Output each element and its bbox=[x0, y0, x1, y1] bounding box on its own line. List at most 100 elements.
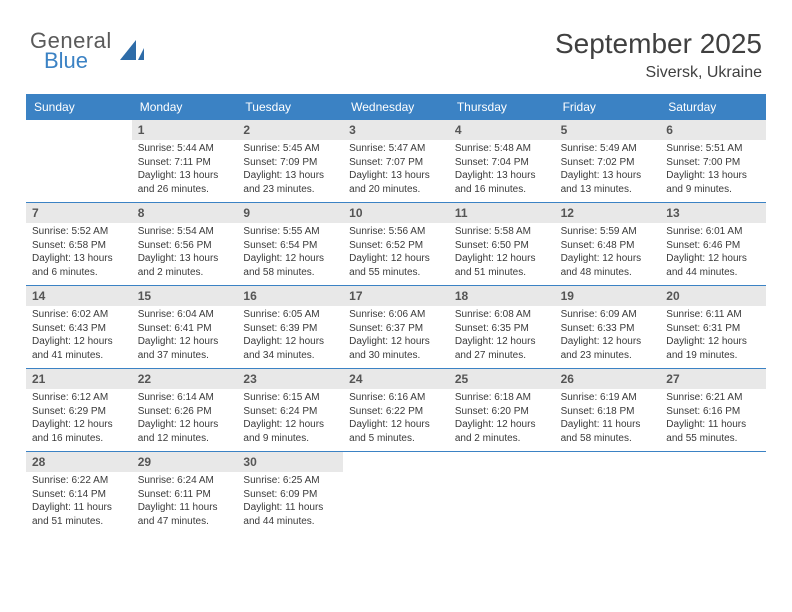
day-number: 26 bbox=[555, 369, 661, 389]
day-number bbox=[660, 452, 766, 472]
logo: General Blue bbox=[30, 28, 146, 74]
day-info: Sunrise: 6:12 AMSunset: 6:29 PMDaylight:… bbox=[26, 389, 132, 451]
day-cell: 13Sunrise: 6:01 AMSunset: 6:46 PMDayligh… bbox=[660, 203, 766, 285]
day-cell: 6Sunrise: 5:51 AMSunset: 7:00 PMDaylight… bbox=[660, 120, 766, 202]
day-number: 1 bbox=[132, 120, 238, 140]
day-cell: 30Sunrise: 6:25 AMSunset: 6:09 PMDayligh… bbox=[237, 452, 343, 534]
day-number: 8 bbox=[132, 203, 238, 223]
day-cell: 11Sunrise: 5:58 AMSunset: 6:50 PMDayligh… bbox=[449, 203, 555, 285]
header: General Blue September 2025 Siversk, Ukr… bbox=[0, 0, 792, 94]
day-number: 9 bbox=[237, 203, 343, 223]
day-number: 18 bbox=[449, 286, 555, 306]
day-cell: 24Sunrise: 6:16 AMSunset: 6:22 PMDayligh… bbox=[343, 369, 449, 451]
day-number: 6 bbox=[660, 120, 766, 140]
day-info: Sunrise: 5:49 AMSunset: 7:02 PMDaylight:… bbox=[555, 140, 661, 202]
weekday-monday: Monday bbox=[132, 94, 238, 120]
day-number: 30 bbox=[237, 452, 343, 472]
day-cell: 28Sunrise: 6:22 AMSunset: 6:14 PMDayligh… bbox=[26, 452, 132, 534]
day-number: 27 bbox=[660, 369, 766, 389]
location: Siversk, Ukraine bbox=[555, 64, 762, 82]
empty-cell bbox=[660, 452, 766, 534]
day-info: Sunrise: 6:15 AMSunset: 6:24 PMDaylight:… bbox=[237, 389, 343, 451]
day-number: 15 bbox=[132, 286, 238, 306]
day-info: Sunrise: 5:52 AMSunset: 6:58 PMDaylight:… bbox=[26, 223, 132, 285]
day-number: 3 bbox=[343, 120, 449, 140]
day-cell: 23Sunrise: 6:15 AMSunset: 6:24 PMDayligh… bbox=[237, 369, 343, 451]
weekday-wednesday: Wednesday bbox=[343, 94, 449, 120]
day-cell: 8Sunrise: 5:54 AMSunset: 6:56 PMDaylight… bbox=[132, 203, 238, 285]
day-cell: 18Sunrise: 6:08 AMSunset: 6:35 PMDayligh… bbox=[449, 286, 555, 368]
day-number: 24 bbox=[343, 369, 449, 389]
day-cell: 17Sunrise: 6:06 AMSunset: 6:37 PMDayligh… bbox=[343, 286, 449, 368]
week-row: 14Sunrise: 6:02 AMSunset: 6:43 PMDayligh… bbox=[26, 286, 766, 369]
weekday-header: SundayMondayTuesdayWednesdayThursdayFrid… bbox=[26, 94, 766, 120]
day-number: 25 bbox=[449, 369, 555, 389]
day-cell: 25Sunrise: 6:18 AMSunset: 6:20 PMDayligh… bbox=[449, 369, 555, 451]
day-cell: 2Sunrise: 5:45 AMSunset: 7:09 PMDaylight… bbox=[237, 120, 343, 202]
weekday-saturday: Saturday bbox=[660, 94, 766, 120]
day-cell: 20Sunrise: 6:11 AMSunset: 6:31 PMDayligh… bbox=[660, 286, 766, 368]
empty-cell bbox=[26, 120, 132, 202]
day-info: Sunrise: 6:24 AMSunset: 6:11 PMDaylight:… bbox=[132, 472, 238, 534]
day-info: Sunrise: 5:56 AMSunset: 6:52 PMDaylight:… bbox=[343, 223, 449, 285]
day-number: 23 bbox=[237, 369, 343, 389]
month-title: September 2025 bbox=[555, 28, 762, 60]
day-info: Sunrise: 6:16 AMSunset: 6:22 PMDaylight:… bbox=[343, 389, 449, 451]
week-row: 28Sunrise: 6:22 AMSunset: 6:14 PMDayligh… bbox=[26, 452, 766, 534]
weekday-tuesday: Tuesday bbox=[237, 94, 343, 120]
weekday-thursday: Thursday bbox=[449, 94, 555, 120]
day-number: 14 bbox=[26, 286, 132, 306]
day-cell: 27Sunrise: 6:21 AMSunset: 6:16 PMDayligh… bbox=[660, 369, 766, 451]
day-info: Sunrise: 5:54 AMSunset: 6:56 PMDaylight:… bbox=[132, 223, 238, 285]
weekday-friday: Friday bbox=[555, 94, 661, 120]
day-number bbox=[555, 452, 661, 472]
day-cell: 15Sunrise: 6:04 AMSunset: 6:41 PMDayligh… bbox=[132, 286, 238, 368]
day-number: 22 bbox=[132, 369, 238, 389]
day-info: Sunrise: 6:01 AMSunset: 6:46 PMDaylight:… bbox=[660, 223, 766, 285]
day-number bbox=[343, 452, 449, 472]
day-number: 19 bbox=[555, 286, 661, 306]
day-info: Sunrise: 6:18 AMSunset: 6:20 PMDaylight:… bbox=[449, 389, 555, 451]
day-cell: 7Sunrise: 5:52 AMSunset: 6:58 PMDaylight… bbox=[26, 203, 132, 285]
day-cell: 3Sunrise: 5:47 AMSunset: 7:07 PMDaylight… bbox=[343, 120, 449, 202]
day-cell: 16Sunrise: 6:05 AMSunset: 6:39 PMDayligh… bbox=[237, 286, 343, 368]
day-number: 5 bbox=[555, 120, 661, 140]
day-cell: 14Sunrise: 6:02 AMSunset: 6:43 PMDayligh… bbox=[26, 286, 132, 368]
day-info: Sunrise: 5:44 AMSunset: 7:11 PMDaylight:… bbox=[132, 140, 238, 202]
day-info: Sunrise: 6:25 AMSunset: 6:09 PMDaylight:… bbox=[237, 472, 343, 534]
logo-sail-icon bbox=[118, 38, 146, 64]
day-cell: 21Sunrise: 6:12 AMSunset: 6:29 PMDayligh… bbox=[26, 369, 132, 451]
day-number: 16 bbox=[237, 286, 343, 306]
day-cell: 4Sunrise: 5:48 AMSunset: 7:04 PMDaylight… bbox=[449, 120, 555, 202]
empty-cell bbox=[449, 452, 555, 534]
day-number: 29 bbox=[132, 452, 238, 472]
week-row: 21Sunrise: 6:12 AMSunset: 6:29 PMDayligh… bbox=[26, 369, 766, 452]
week-row: 7Sunrise: 5:52 AMSunset: 6:58 PMDaylight… bbox=[26, 203, 766, 286]
empty-cell bbox=[555, 452, 661, 534]
day-info: Sunrise: 6:09 AMSunset: 6:33 PMDaylight:… bbox=[555, 306, 661, 368]
day-info: Sunrise: 6:06 AMSunset: 6:37 PMDaylight:… bbox=[343, 306, 449, 368]
day-info: Sunrise: 6:02 AMSunset: 6:43 PMDaylight:… bbox=[26, 306, 132, 368]
day-cell: 9Sunrise: 5:55 AMSunset: 6:54 PMDaylight… bbox=[237, 203, 343, 285]
day-number: 20 bbox=[660, 286, 766, 306]
weekday-sunday: Sunday bbox=[26, 94, 132, 120]
day-number: 2 bbox=[237, 120, 343, 140]
day-info: Sunrise: 5:47 AMSunset: 7:07 PMDaylight:… bbox=[343, 140, 449, 202]
day-cell: 5Sunrise: 5:49 AMSunset: 7:02 PMDaylight… bbox=[555, 120, 661, 202]
day-number: 11 bbox=[449, 203, 555, 223]
day-cell: 10Sunrise: 5:56 AMSunset: 6:52 PMDayligh… bbox=[343, 203, 449, 285]
day-cell: 1Sunrise: 5:44 AMSunset: 7:11 PMDaylight… bbox=[132, 120, 238, 202]
day-info: Sunrise: 6:04 AMSunset: 6:41 PMDaylight:… bbox=[132, 306, 238, 368]
day-info: Sunrise: 5:45 AMSunset: 7:09 PMDaylight:… bbox=[237, 140, 343, 202]
day-number bbox=[26, 120, 132, 140]
week-row: 1Sunrise: 5:44 AMSunset: 7:11 PMDaylight… bbox=[26, 120, 766, 203]
calendar: SundayMondayTuesdayWednesdayThursdayFrid… bbox=[26, 94, 766, 534]
day-number: 21 bbox=[26, 369, 132, 389]
day-info: Sunrise: 5:58 AMSunset: 6:50 PMDaylight:… bbox=[449, 223, 555, 285]
day-number: 28 bbox=[26, 452, 132, 472]
day-number bbox=[449, 452, 555, 472]
day-cell: 12Sunrise: 5:59 AMSunset: 6:48 PMDayligh… bbox=[555, 203, 661, 285]
day-info: Sunrise: 5:55 AMSunset: 6:54 PMDaylight:… bbox=[237, 223, 343, 285]
empty-cell bbox=[343, 452, 449, 534]
day-number: 13 bbox=[660, 203, 766, 223]
